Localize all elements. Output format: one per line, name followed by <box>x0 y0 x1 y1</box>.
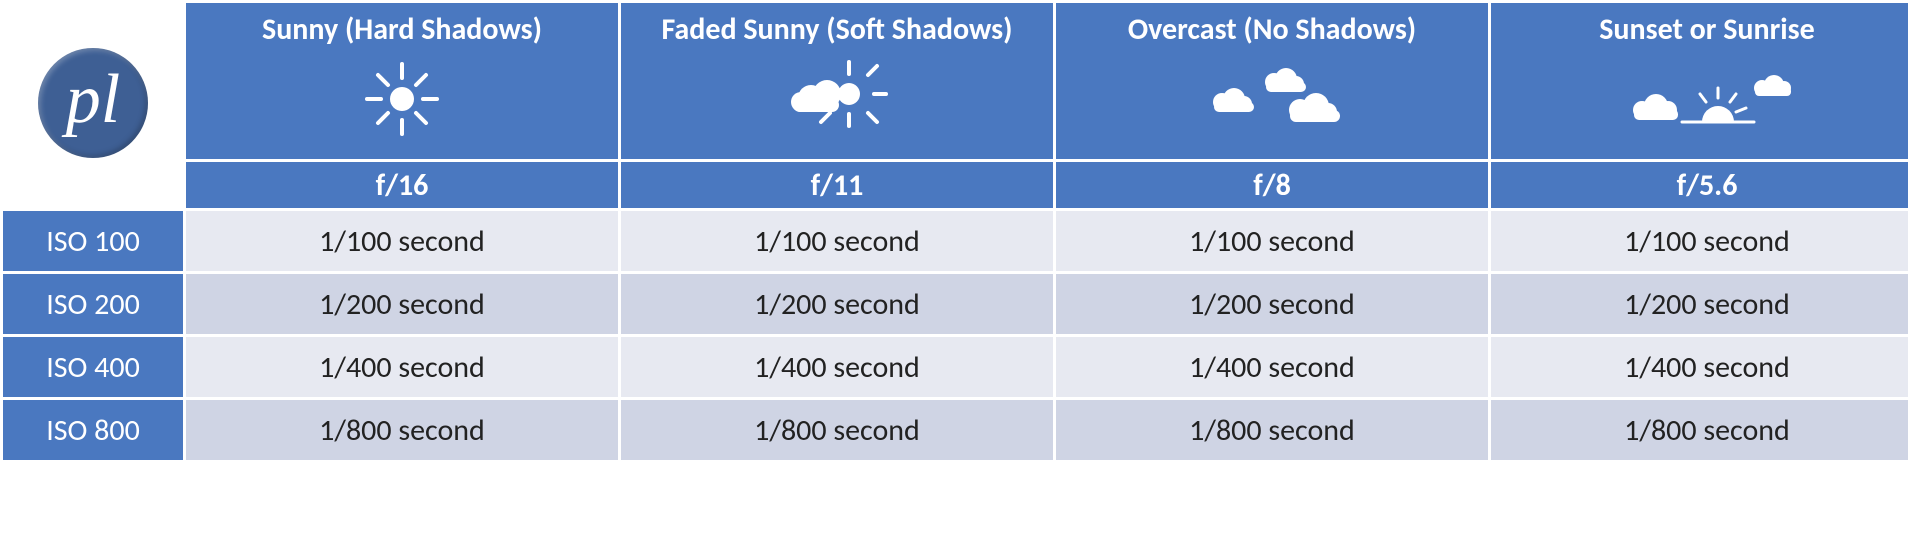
pl-logo-icon: pl <box>38 48 148 158</box>
data-cell: 1/200 second <box>1491 274 1908 334</box>
aperture-value: f/11 <box>621 162 1053 208</box>
sun-icon <box>186 54 618 144</box>
table-row: ISO 800 1/800 second 1/800 second 1/800 … <box>3 400 1908 460</box>
data-cell: 1/200 second <box>621 274 1053 334</box>
column-title: Sunset or Sunrise <box>1491 11 1908 48</box>
cloud-sun-icon <box>621 54 1053 144</box>
data-cell: 1/100 second <box>1491 211 1908 271</box>
column-header: Overcast (No Shadows) <box>1056 3 1488 159</box>
aperture-value: f/5.6 <box>1491 162 1908 208</box>
column-title: Overcast (No Shadows) <box>1056 11 1488 48</box>
data-cell: 1/200 second <box>186 274 618 334</box>
logo-cell: pl <box>3 3 183 208</box>
aperture-value: f/16 <box>186 162 618 208</box>
svg-text:pl: pl <box>61 61 120 138</box>
data-cell: 1/400 second <box>186 337 618 397</box>
iso-label: ISO 200 <box>3 274 183 334</box>
clouds-icon <box>1056 54 1488 144</box>
data-cell: 1/800 second <box>186 400 618 460</box>
sunset-icon <box>1491 54 1908 144</box>
data-cell: 1/400 second <box>1056 337 1488 397</box>
aperture-value: f/8 <box>1056 162 1488 208</box>
exposure-table: pl Sunny (Hard Shadows) <box>0 0 1908 463</box>
data-cell: 1/100 second <box>1056 211 1488 271</box>
data-cell: 1/800 second <box>1056 400 1488 460</box>
column-title: Faded Sunny (Soft Shadows) <box>621 11 1053 48</box>
data-cell: 1/800 second <box>1491 400 1908 460</box>
data-cell: 1/100 second <box>186 211 618 271</box>
column-title: Sunny (Hard Shadows) <box>186 11 618 48</box>
column-header: Faded Sunny (Soft Shadows) <box>621 3 1053 159</box>
data-cell: 1/100 second <box>621 211 1053 271</box>
table-row: ISO 400 1/400 second 1/400 second 1/400 … <box>3 337 1908 397</box>
data-cell: 1/800 second <box>621 400 1053 460</box>
table-row: ISO 100 1/100 second 1/100 second 1/100 … <box>3 211 1908 271</box>
iso-label: ISO 100 <box>3 211 183 271</box>
data-cell: 1/400 second <box>1491 337 1908 397</box>
iso-label: ISO 800 <box>3 400 183 460</box>
column-header: Sunset or Sunrise <box>1491 3 1908 159</box>
data-cell: 1/200 second <box>1056 274 1488 334</box>
table-row: ISO 200 1/200 second 1/200 second 1/200 … <box>3 274 1908 334</box>
data-cell: 1/400 second <box>621 337 1053 397</box>
iso-label: ISO 400 <box>3 337 183 397</box>
column-header: Sunny (Hard Shadows) <box>186 3 618 159</box>
